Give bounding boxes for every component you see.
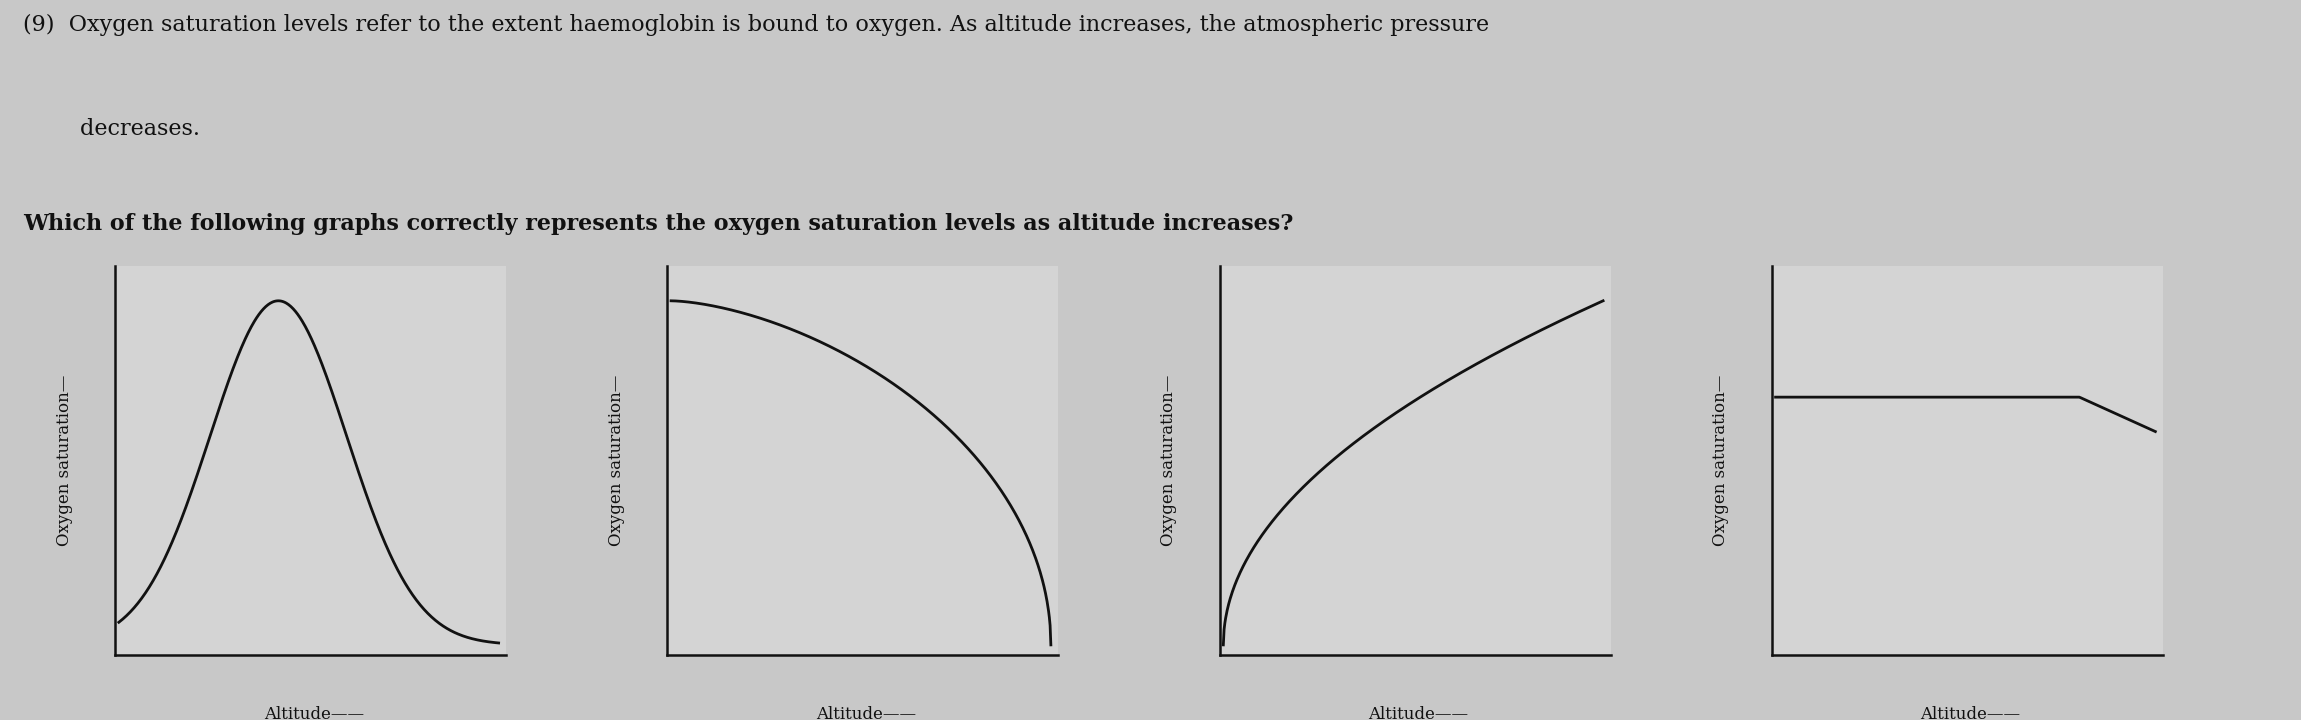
Text: (9)  Oxygen saturation levels refer to the extent haemoglobin is bound to oxygen: (9) Oxygen saturation levels refer to th… — [23, 14, 1489, 37]
Text: Altitude——: Altitude—— — [817, 706, 916, 720]
Text: Oxygen saturation—: Oxygen saturation— — [607, 375, 626, 546]
Text: Altitude——: Altitude—— — [1369, 706, 1468, 720]
Text: Altitude——: Altitude—— — [1921, 706, 2020, 720]
Text: Which of the following graphs correctly represents the oxygen saturation levels : Which of the following graphs correctly … — [23, 213, 1293, 235]
Text: Oxygen saturation—: Oxygen saturation— — [1712, 375, 1730, 546]
Text: decreases.: decreases. — [23, 118, 200, 140]
Text: Altitude——: Altitude—— — [265, 706, 364, 720]
Text: Oxygen saturation—: Oxygen saturation— — [55, 375, 74, 546]
Text: Oxygen saturation—: Oxygen saturation— — [1160, 375, 1178, 546]
